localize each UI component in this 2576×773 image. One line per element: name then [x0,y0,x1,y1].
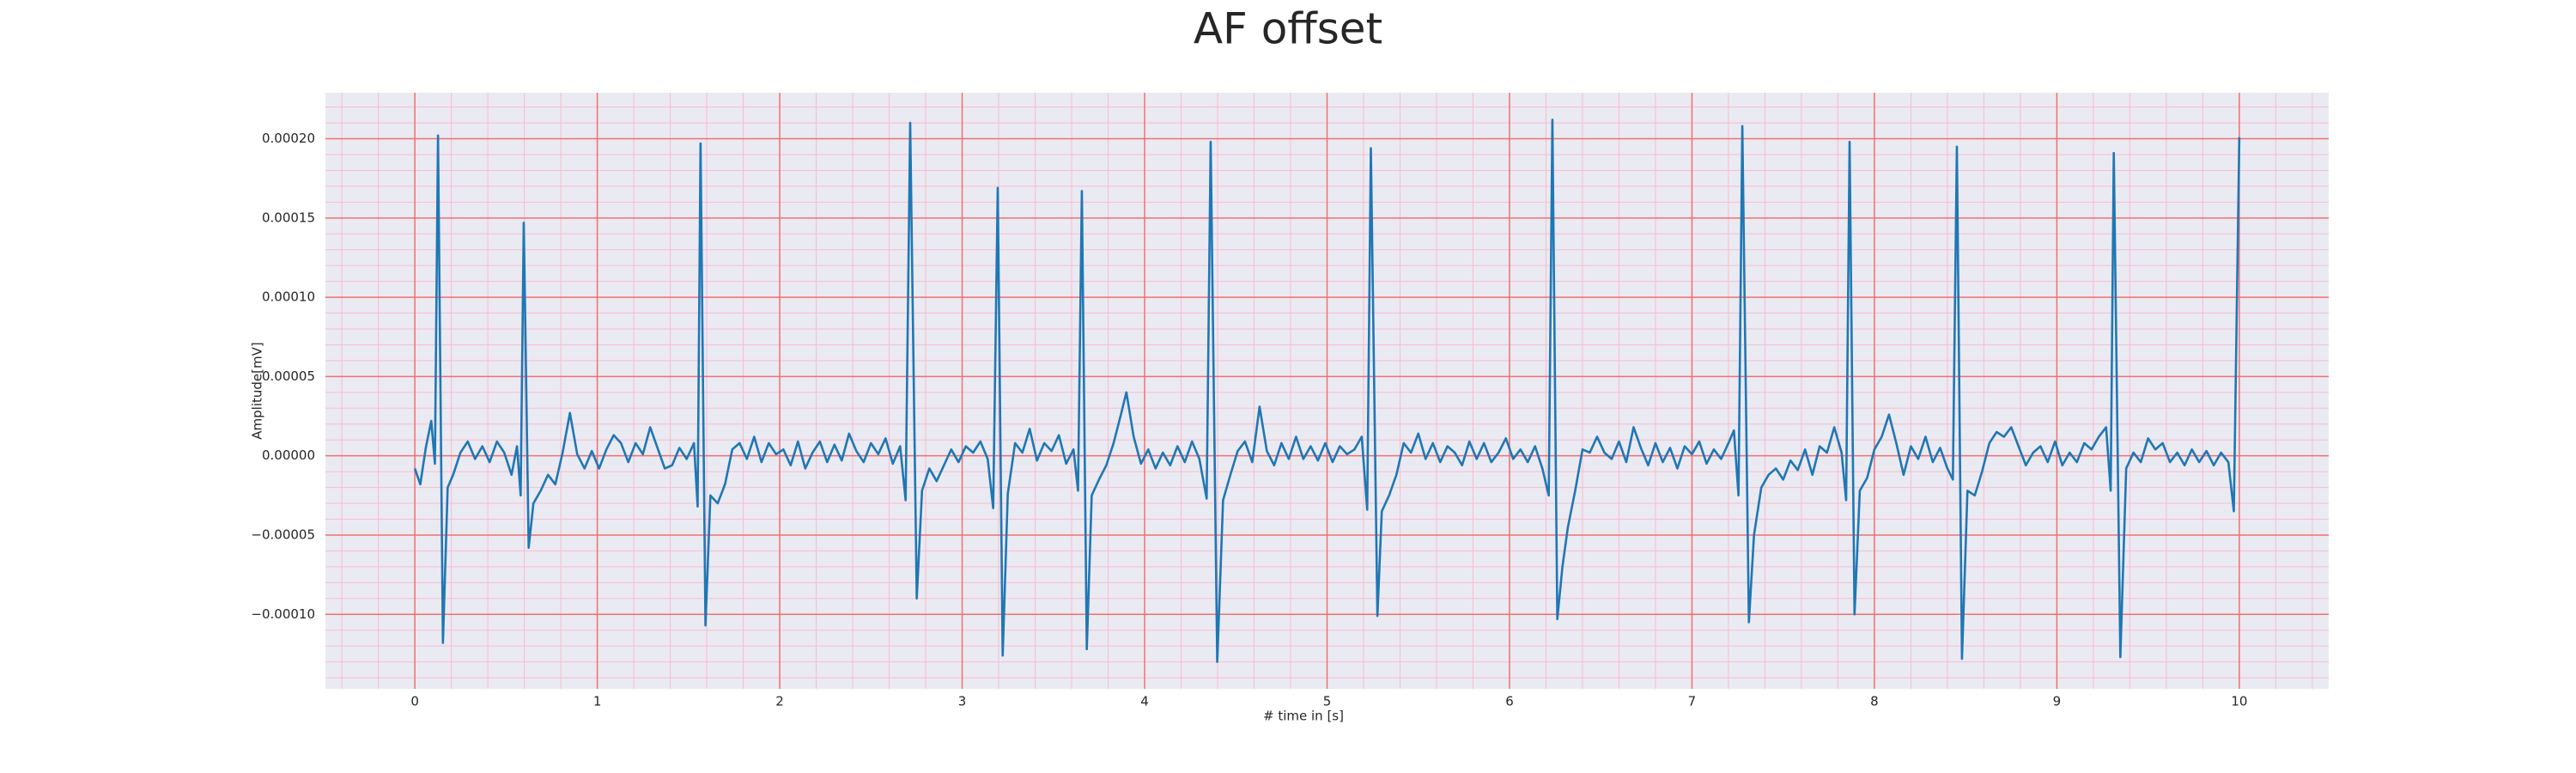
x-tick-label: 8 [1870,694,1879,709]
x-tick-label: 3 [958,694,967,709]
y-tick-label: 0.00015 [262,210,315,225]
chart-title: AF offset [1194,4,1382,54]
x-tick-label: 10 [2231,694,2247,709]
y-axis-label: Amplitude[mV] [250,342,265,439]
x-tick-label: 2 [775,694,784,709]
x-axis-label: # time in [s] [1263,709,1344,724]
y-tick-label: 0.00010 [262,289,315,305]
x-tick-label: 6 [1505,694,1514,709]
y-tick-label: −0.00010 [251,606,315,622]
y-tick-label: −0.00005 [251,526,315,542]
grid [325,93,2329,689]
y-tick-label: 0.00005 [262,368,315,384]
x-tick-label: 9 [2053,694,2062,709]
ecg-line [413,119,2241,663]
x-tick-label: 5 [1323,694,1332,709]
x-tick-label: 1 [593,694,602,709]
x-tick-label: 7 [1688,694,1697,709]
y-tick-label: 0.00000 [262,447,315,463]
x-tick-label: 0 [410,694,419,709]
y-tick-label: 0.00020 [262,131,315,146]
x-tick-label: 4 [1140,694,1149,709]
